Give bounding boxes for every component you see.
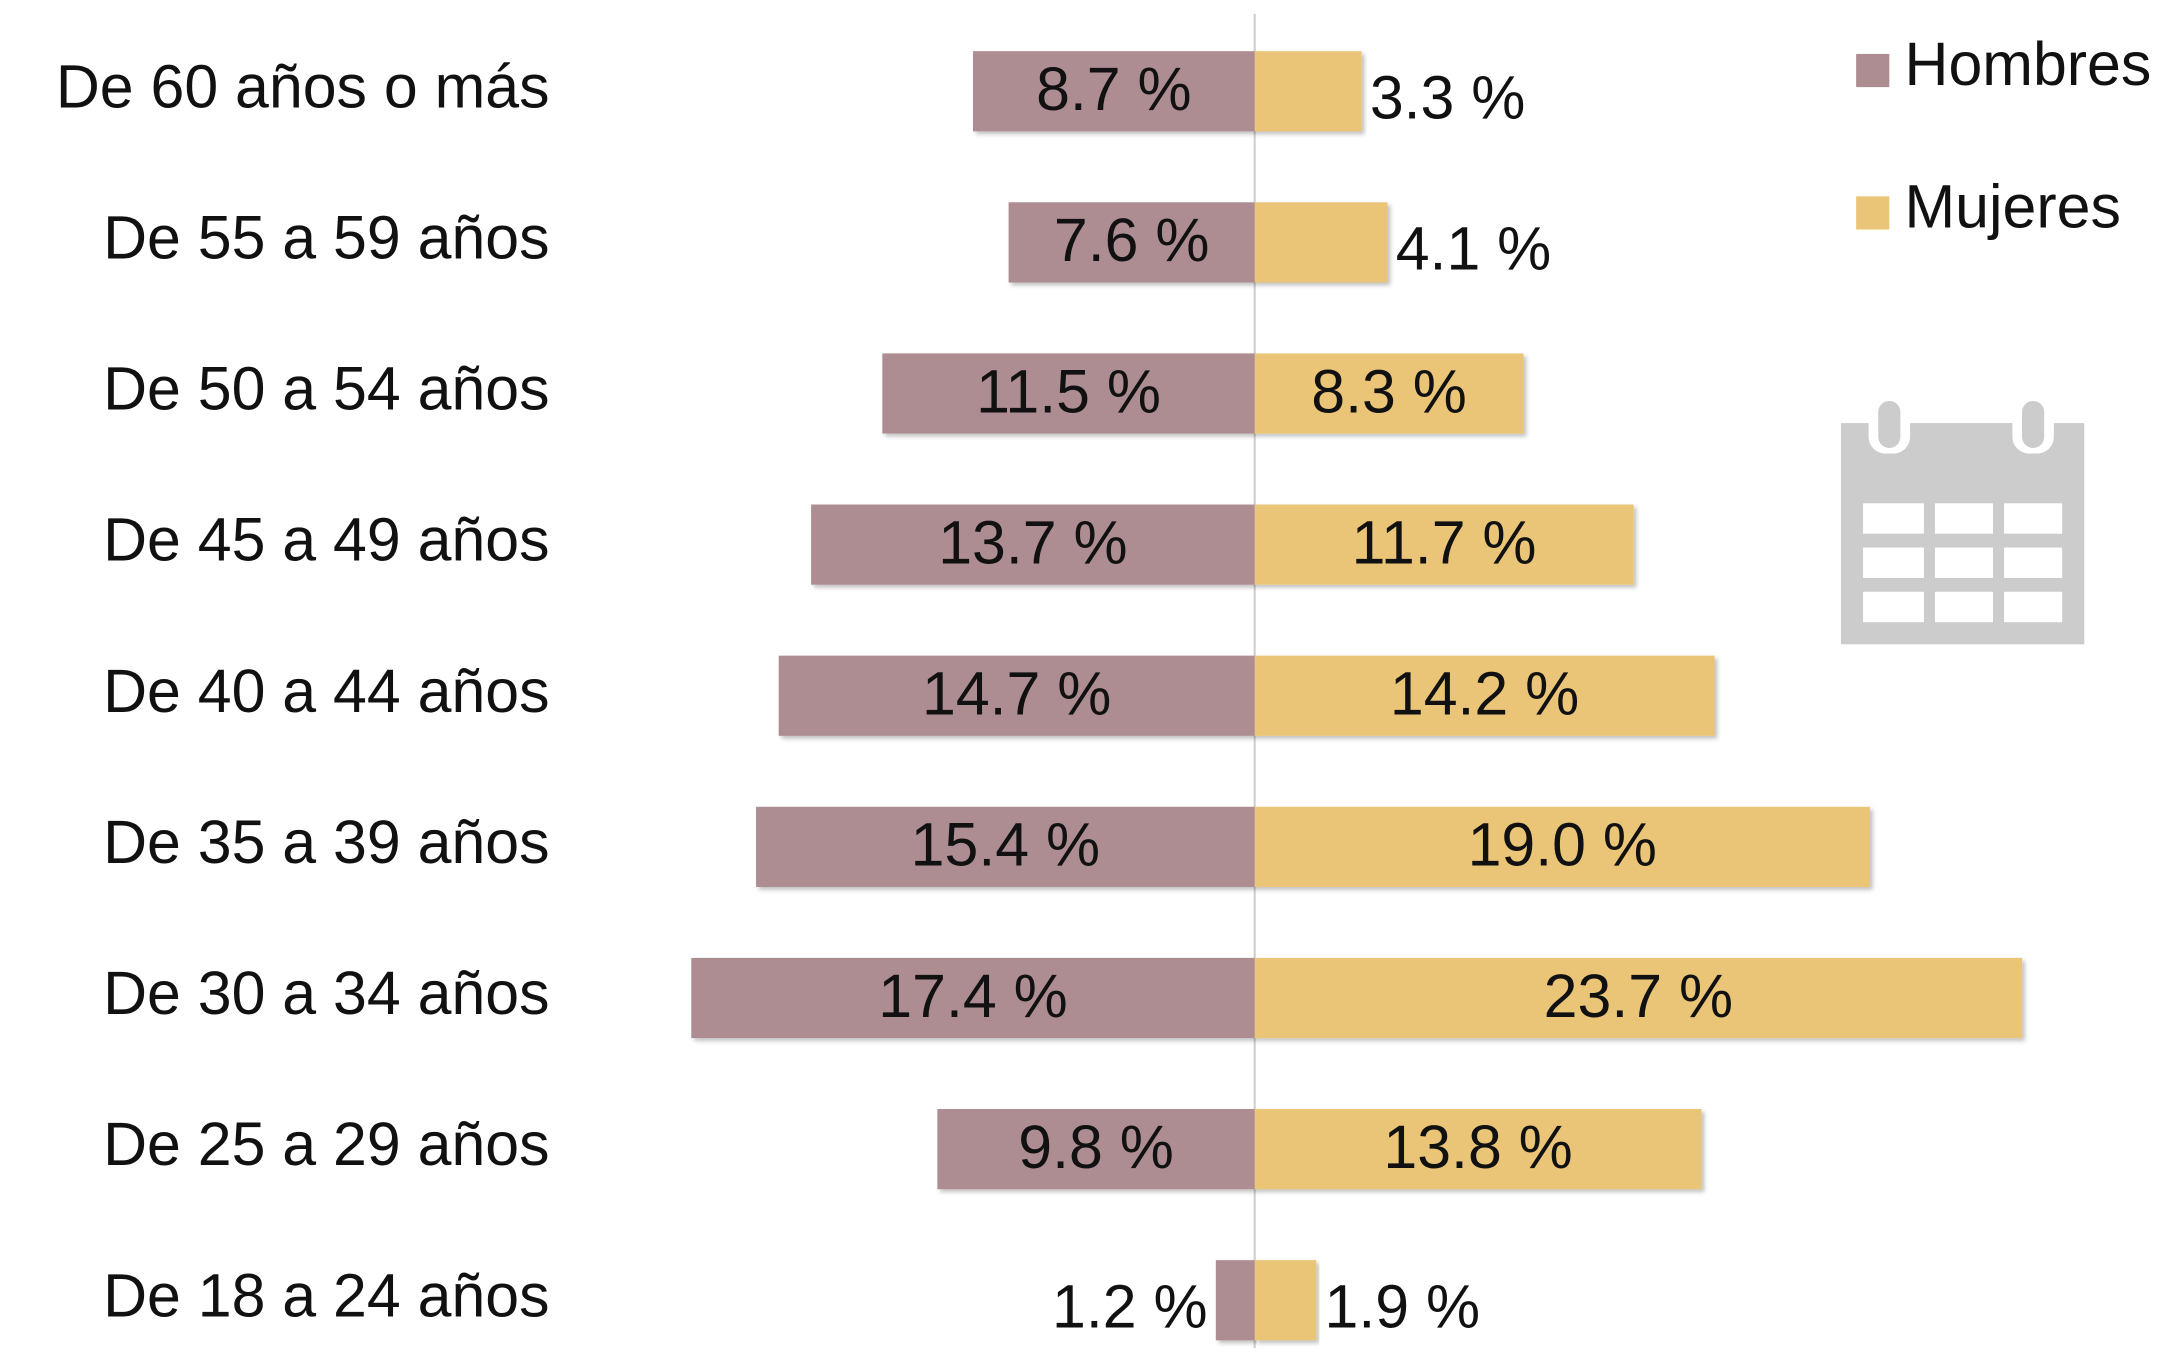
bar <box>778 655 1255 736</box>
bar <box>972 51 1255 132</box>
value-label: 3.3 % <box>1370 63 1526 131</box>
bar <box>1254 655 1715 736</box>
value-label: 4.1 % <box>1396 215 1552 283</box>
value-label: 23.7 % <box>1544 962 1733 1030</box>
category-label: De 25 a 29 años <box>103 1110 549 1178</box>
bar <box>1254 957 2023 1039</box>
bar <box>1215 1260 1255 1341</box>
value-label: 8.7 % <box>1036 55 1192 123</box>
bar <box>1254 1260 1317 1341</box>
bar <box>937 1109 1255 1190</box>
bar <box>1254 1109 1702 1190</box>
value-label: 15.4 % <box>911 811 1100 879</box>
category-label: De 60 años o más <box>56 52 550 120</box>
value-label: 9.8 % <box>1018 1113 1174 1181</box>
legend-swatch <box>1856 53 1890 88</box>
bar <box>1254 806 1870 887</box>
legend-label: Mujeres <box>1905 173 2121 241</box>
bar <box>1254 353 1524 434</box>
calendar-icon <box>1840 400 2085 645</box>
value-label: 7.6 % <box>1054 206 1210 274</box>
value-label: 19.0 % <box>1468 811 1657 879</box>
value-label: 8.3 % <box>1311 357 1467 425</box>
legend-swatch <box>1856 196 1890 230</box>
category-label: De 50 a 54 años <box>103 355 549 423</box>
value-label: 14.7 % <box>922 660 1111 728</box>
value-label: 11.5 % <box>976 357 1161 425</box>
bar <box>1254 504 1634 585</box>
bar <box>756 806 1255 887</box>
bar <box>1254 202 1388 283</box>
bar <box>882 353 1255 434</box>
bar <box>1008 202 1255 283</box>
bar <box>1254 51 1362 132</box>
legend-label: Hombres <box>1905 30 2152 98</box>
value-label: 1.9 % <box>1324 1272 1480 1340</box>
value-label: 17.4 % <box>878 962 1067 1030</box>
category-label: De 45 a 49 años <box>103 506 549 574</box>
value-label: 1.2 % <box>1052 1272 1208 1340</box>
category-label: De 40 a 44 años <box>103 657 549 725</box>
bar <box>691 957 1255 1039</box>
value-label: 14.2 % <box>1390 660 1579 728</box>
category-label: De 55 a 59 años <box>103 203 549 271</box>
category-label: De 18 a 24 años <box>103 1261 549 1329</box>
category-label: De 30 a 34 años <box>103 959 549 1027</box>
value-label: 11.7 % <box>1352 508 1537 576</box>
category-label: De 35 a 39 años <box>103 808 549 876</box>
value-label: 13.8 % <box>1383 1113 1572 1181</box>
bar <box>811 504 1255 585</box>
value-label: 13.7 % <box>938 508 1127 576</box>
